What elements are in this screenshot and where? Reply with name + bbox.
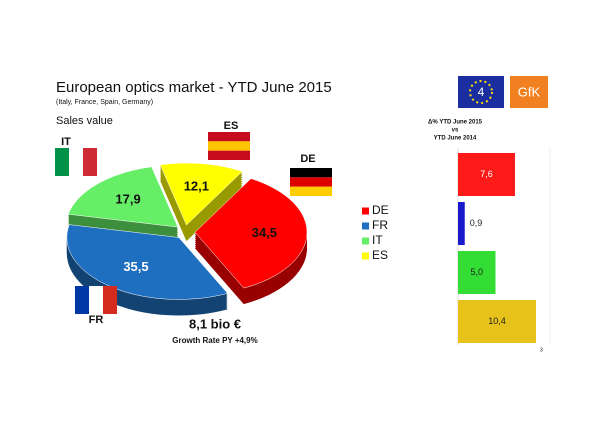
total-annotation: 8,1 bio € (189, 316, 241, 331)
flag-stripe (83, 148, 97, 176)
flag-label: FR (89, 314, 104, 326)
legend-label: DE (372, 203, 389, 217)
flag-stripe (290, 168, 332, 178)
legend-swatch (362, 222, 369, 230)
flag-stripe (208, 141, 250, 151)
bar-value-label: 7,6 (480, 169, 493, 179)
flag-stripe (290, 177, 332, 187)
flag-label: DE (300, 153, 315, 165)
value-label: 35,5 (123, 259, 148, 274)
flag-stripe (208, 132, 250, 142)
bar-chart-title: YTD June 2014 (434, 136, 477, 142)
value-label: 12,1 (184, 178, 209, 193)
logo-text: GfK (518, 84, 541, 99)
bar-value-label: 5,0 (470, 267, 483, 277)
section-label: Sales value (56, 115, 113, 127)
legend-swatch (362, 237, 369, 245)
logo-number: 4 (478, 85, 485, 99)
bar-value-label: 0,9 (470, 218, 483, 228)
flag-label: ES (224, 120, 239, 132)
bar (458, 251, 496, 294)
bar-chart-title: vs (452, 128, 459, 134)
subtitle: (Italy, France, Spain, Germany) (56, 99, 153, 106)
bar (458, 153, 515, 196)
value-label: 34,5 (252, 225, 277, 240)
bar (458, 202, 465, 245)
page-number: 3 (540, 347, 543, 353)
flag-stripe (89, 286, 103, 314)
chart-title: European optics market - YTD June 2015 (56, 79, 332, 96)
bar-chart-title: Δ% YTD June 2015 (428, 120, 483, 126)
pie-slice (67, 166, 179, 228)
legend-swatch (362, 252, 369, 260)
legend-label: FR (372, 218, 388, 232)
pie-slice (159, 162, 243, 226)
growth-annotation: Growth Rate PY +4,9% (172, 336, 257, 345)
bar-value-label: 10,4 (488, 316, 506, 326)
flag-stripe (75, 286, 89, 314)
flag-stripe (69, 148, 83, 176)
pie-slice (194, 178, 308, 289)
flag-label: IT (61, 136, 71, 148)
legend-label: ES (372, 248, 388, 262)
legend-label: IT (372, 233, 383, 247)
eu-stars (469, 80, 493, 104)
flag-stripe (55, 148, 69, 176)
legend-swatch (362, 207, 369, 215)
flag-stripe (103, 286, 117, 314)
flag-stripe (290, 186, 332, 196)
gfk-logo (510, 76, 548, 108)
value-label: 17,9 (115, 192, 140, 207)
flag-stripe (208, 150, 250, 160)
bar (458, 300, 536, 343)
